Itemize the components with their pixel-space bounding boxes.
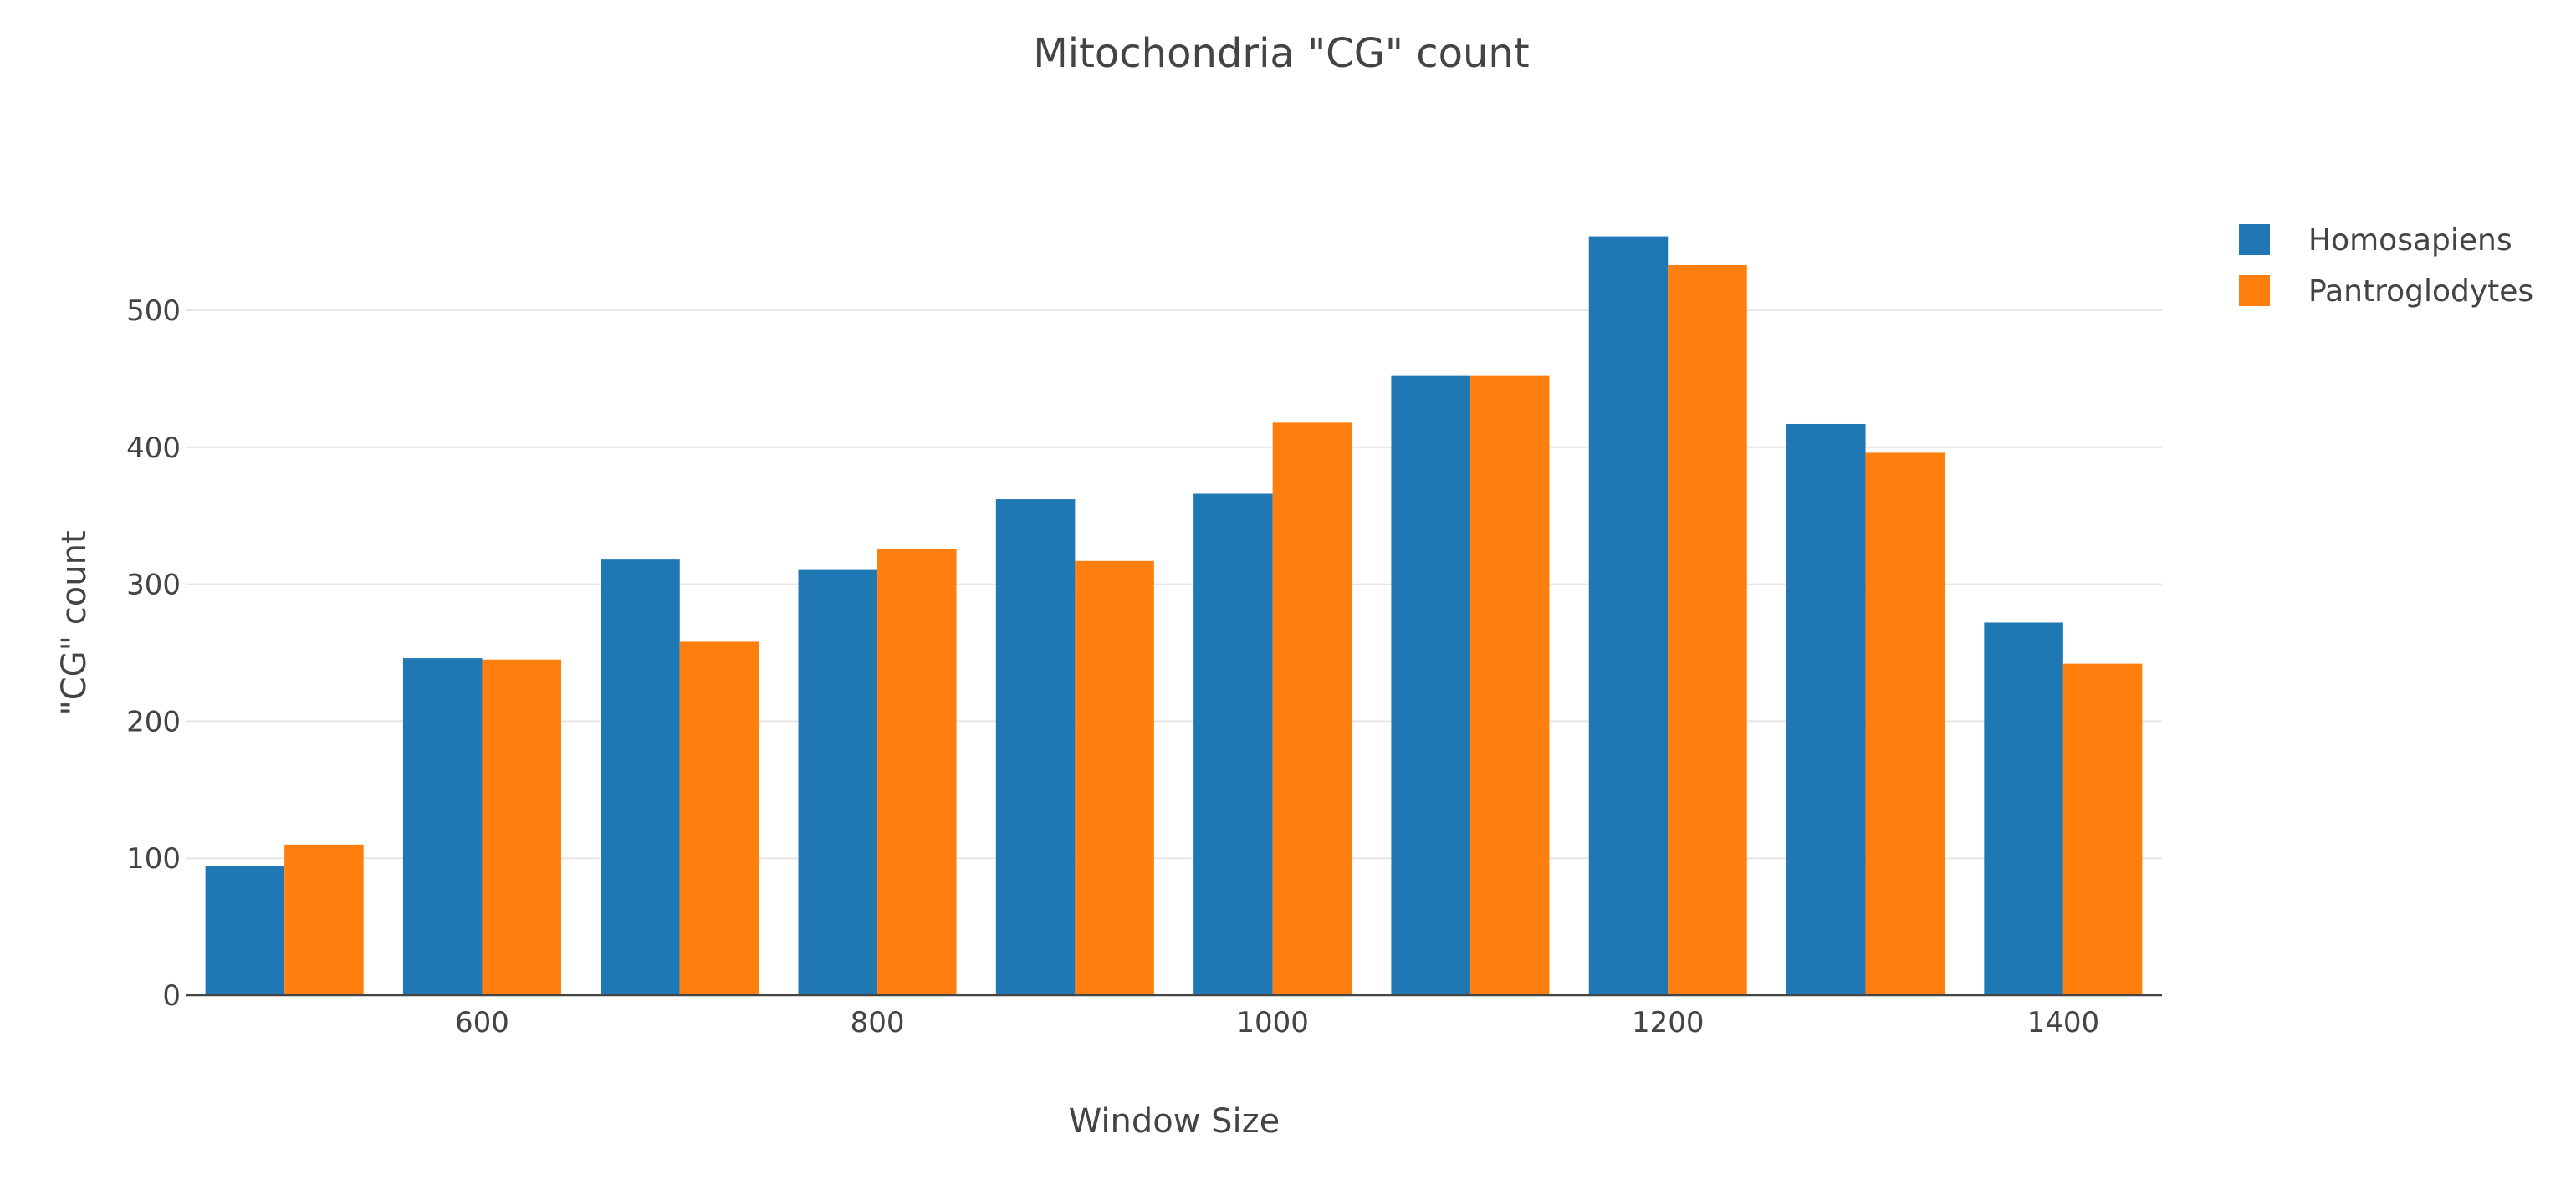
bar-homosapiens [601, 559, 680, 995]
y-tick-label: 200 [126, 705, 181, 738]
bar-pantroglodytes [1469, 375, 1550, 996]
x-axis-title: Window Size [1069, 1102, 1280, 1141]
y-axis-title: "CG" count [55, 530, 94, 715]
bar-pantroglodytes [1668, 264, 1747, 995]
y-tick-label: 100 [126, 842, 181, 876]
legend: Homosapiens Pantroglodytes [2239, 223, 2533, 309]
bar-pantroglodytes [877, 549, 957, 995]
bar-homosapiens [1391, 375, 1470, 996]
bar-pantroglodytes [2062, 663, 2143, 995]
bar-pantroglodytes [482, 659, 561, 995]
x-tick-label: 1200 [1632, 1006, 1705, 1040]
bar-homosapiens [1984, 622, 2063, 995]
bar-homosapiens [1193, 493, 1273, 995]
bar-pantroglodytes [1272, 422, 1352, 995]
bar-homosapiens [798, 569, 878, 995]
x-tick-label: 600 [455, 1006, 509, 1040]
legend-swatch-pantroglodytes [2239, 275, 2270, 306]
legend-label-homosapiens: Homosapiens [2308, 223, 2512, 258]
bar-homosapiens [205, 866, 285, 995]
bar-homosapiens [1786, 423, 1866, 995]
bar-pantroglodytes [284, 844, 364, 995]
x-tick-label: 1000 [1236, 1006, 1309, 1040]
x-tick-label: 800 [851, 1006, 905, 1040]
x-tick-label: 1400 [2027, 1006, 2100, 1040]
bar-pantroglodytes [1865, 452, 1945, 995]
y-tick-label: 0 [162, 979, 181, 1013]
bar-homosapiens [995, 499, 1076, 995]
bar-pantroglodytes [1075, 560, 1154, 995]
bar-homosapiens [1588, 236, 1669, 996]
y-tick-label: 500 [126, 294, 181, 328]
bar-homosapiens [402, 658, 483, 995]
chart-title: Mitochondria "CG" count [1033, 30, 1529, 77]
x-tick-labels: 600 800 1000 1200 1400 [455, 1006, 2099, 1040]
legend-label-pantroglodytes: Pantroglodytes [2308, 274, 2533, 309]
y-tick-label: 400 [126, 432, 181, 465]
bar-pantroglodytes [679, 641, 759, 995]
y-tick-labels: 0 100 200 300 400 500 [126, 294, 181, 1013]
legend-swatch-homosapiens [2239, 224, 2270, 255]
bars [205, 236, 2143, 996]
y-tick-label: 300 [126, 569, 181, 602]
